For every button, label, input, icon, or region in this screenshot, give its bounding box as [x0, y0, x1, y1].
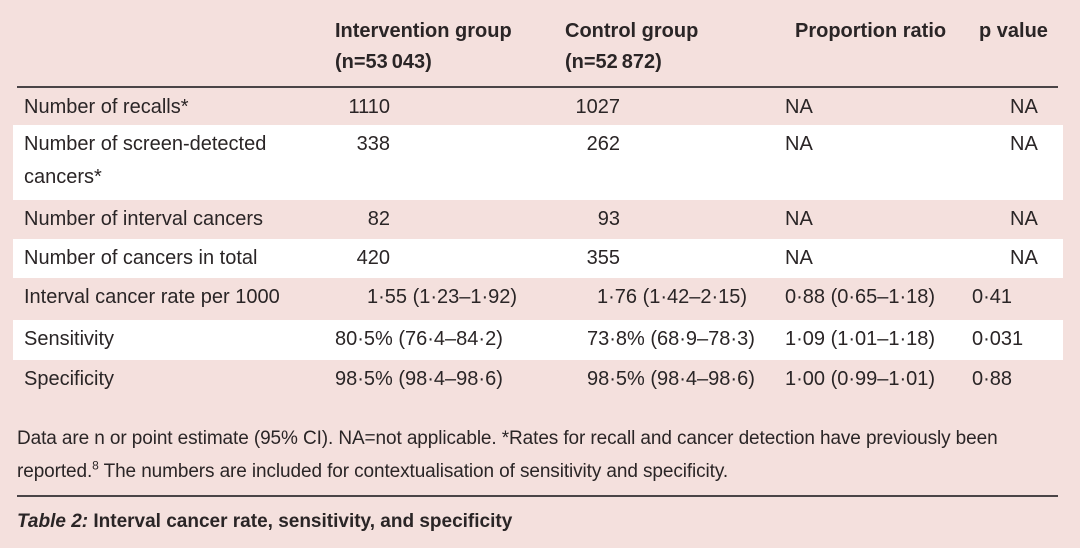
cell-intervention: 98·5% (98·4–98·6) — [335, 368, 503, 390]
cell-value: NA — [1010, 96, 1038, 118]
col-header-title: Intervention group — [335, 20, 512, 42]
col-header-intervention-group: Intervention group (n=53 043) — [335, 16, 565, 78]
cell-p-value: NA — [972, 91, 1063, 125]
cell-control: 355 — [565, 242, 785, 278]
table-footnote: Data are n or point estimate (95% CI). N… — [17, 422, 1022, 488]
cell-value: NA — [1010, 208, 1038, 230]
cell-proportion-ratio: 1·00 (0·99–1·01) — [785, 368, 936, 390]
cell-value: 1·55 (1·23–1·92) — [367, 286, 518, 308]
row-label: Number of recalls* — [24, 96, 189, 118]
row-label: Number of interval cancers — [24, 208, 263, 230]
cell-proportion-ratio: 1·09 (1·01–1·18) — [785, 328, 936, 350]
table-row-specificity: Specificity 98·5% (98·4–98·6) 98·5% (98·… — [13, 360, 1063, 403]
cell-control: 73·8% (68·9–78·3) — [565, 323, 785, 360]
row-label: Sensitivity — [24, 328, 115, 350]
col-header-sample-size: (n=52 872) — [565, 51, 662, 73]
cell-value: NA — [1010, 133, 1038, 155]
col-header-p-value: p value — [979, 20, 1048, 42]
table-number: Table 2: — [17, 511, 89, 532]
col-header-control-group: Control group (n=52 872) — [565, 16, 785, 78]
cell-control: 1·76 (1·42–2·15) — [565, 281, 785, 320]
table-row-cancers-in-total: Number of cancers in total 420 355 NA NA — [13, 239, 1063, 278]
cell-proportion-ratio: NA — [785, 96, 813, 118]
cell-p-value: 0·41 — [972, 286, 1013, 308]
table-row-interval-cancers: Number of interval cancers 82 93 NA NA — [13, 200, 1063, 239]
cell-intervention: 80·5% (76·4–84·2) — [335, 328, 503, 350]
row-label: Interval cancer rate per 1000 — [24, 286, 280, 308]
cell-intervention: 82 — [335, 203, 565, 239]
header-rule — [17, 86, 1058, 88]
cell-proportion-ratio: 0·88 (0·65–1·18) — [785, 286, 936, 308]
cell-value: 1·76 (1·42–2·15) — [597, 286, 748, 308]
cell-value: 73·8% (68·9–78·3) — [587, 328, 755, 350]
cell-control: 262 — [565, 128, 785, 200]
row-label: Number of screen-detected cancers* — [24, 133, 267, 188]
cell-intervention: 338 — [335, 128, 565, 200]
cell-value: 98·5% (98·4–98·6) — [587, 368, 755, 390]
footnote-text: Data are n or point estimate (95% CI). N… — [17, 428, 998, 482]
cell-intervention: 1·55 (1·23–1·92) — [335, 281, 565, 320]
cell-p-value: NA — [972, 128, 1063, 200]
cell-value: 82 — [367, 208, 390, 230]
row-label: Specificity — [24, 368, 115, 390]
cell-value: 93 — [597, 208, 620, 230]
table-row-sensitivity: Sensitivity 80·5% (76·4–84·2) 73·8% (68·… — [13, 320, 1063, 360]
cell-control: 93 — [565, 203, 785, 239]
cell-value: 262 — [586, 133, 620, 155]
cell-p-value: 0·88 — [972, 368, 1013, 390]
cell-proportion-ratio: NA — [785, 133, 813, 155]
cell-value: 1027 — [575, 96, 621, 118]
caption-rule — [17, 495, 1058, 497]
table-row-number-of-recalls: Number of recalls* 1110 1027 NA NA — [13, 88, 1063, 125]
cell-value: 1110 — [348, 96, 390, 118]
row-label: Number of cancers in total — [24, 247, 258, 269]
cell-p-value: 0·031 — [972, 328, 1024, 350]
header-spacer — [24, 16, 335, 78]
cell-value: 420 — [356, 247, 390, 269]
col-header-sample-size: (n=53 043) — [335, 51, 432, 73]
col-header-title: Control group — [565, 20, 699, 42]
table-caption: Table 2: Interval cancer rate, sensitivi… — [17, 505, 1058, 538]
cell-intervention: 420 — [335, 242, 565, 278]
cell-proportion-ratio: NA — [785, 247, 813, 269]
col-header-proportion-ratio: Proportion ratio — [795, 20, 947, 42]
reference-superscript: 8 — [92, 458, 99, 473]
table-row-interval-cancer-rate: Interval cancer rate per 1000 1·55 (1·23… — [13, 278, 1063, 320]
cell-intervention: 1110 — [335, 91, 565, 125]
table-header-row: Intervention group (n=53 043) Control gr… — [0, 0, 1080, 86]
cell-value: 338 — [356, 133, 390, 155]
cell-control: 1027 — [565, 91, 785, 125]
footnote-text: The numbers are included for contextuali… — [98, 461, 729, 482]
cell-p-value: NA — [972, 242, 1063, 278]
table-row-screen-detected-cancers: Number of screen-detected cancers* 338 2… — [13, 125, 1063, 200]
cell-p-value: NA — [972, 203, 1063, 239]
cell-value: NA — [1010, 247, 1038, 269]
table-title: Interval cancer rate, sensitivity, and s… — [88, 511, 513, 532]
cell-value: 355 — [586, 247, 620, 269]
cell-proportion-ratio: NA — [785, 208, 813, 230]
cell-control: 98·5% (98·4–98·6) — [565, 363, 785, 403]
